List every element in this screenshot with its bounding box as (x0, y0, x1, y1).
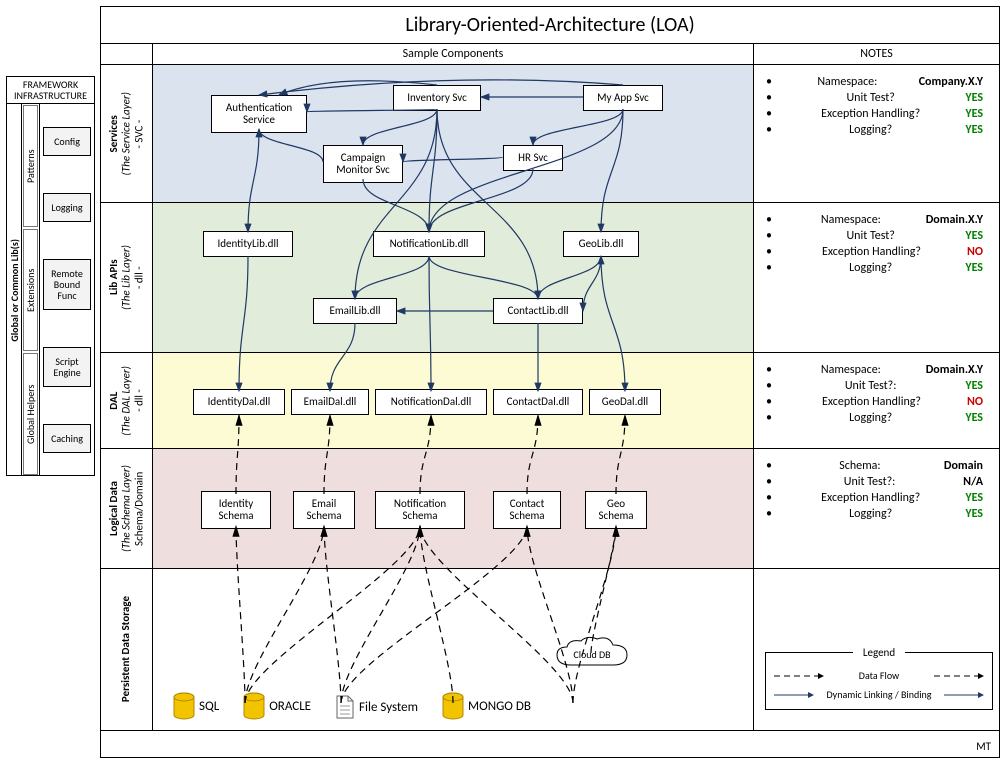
layer-services: Services(The Service Layer)- SVC -Authen… (101, 65, 999, 203)
diagram-title: Library-Oriented-Architecture (LOA) (101, 7, 999, 44)
node-emaillib: EmailLib.dll (313, 298, 397, 324)
layer-libs: Lib APIs(The Lib Layer)- dll -IdentityLi… (101, 203, 999, 353)
layer-content-dal: IdentityDal.dllEmailDal.dllNotificationD… (153, 353, 754, 448)
framework-box: Config (43, 127, 91, 156)
note-item: Exception Handling?YES (778, 107, 991, 121)
framework-box: Script Engine (43, 347, 91, 387)
note-item: Unit Test?:N/A (778, 475, 991, 489)
layer-label-services: Services(The Service Layer)- SVC - (101, 65, 153, 202)
file-icon (335, 694, 355, 720)
layer-content-schema: Identity Schema Email Schema Notification … (153, 449, 754, 568)
note-item: Logging?YES (778, 261, 991, 275)
framework-vert-label: Patterns (23, 105, 38, 227)
framework-box: Caching (43, 424, 91, 453)
database-icon (442, 692, 464, 720)
layer-content-services: Authentication Service Inventory Svc My Ap… (153, 65, 754, 202)
note-item: Unit Test?YES (778, 229, 991, 243)
node-camp: Campaign Monitor Svc (323, 145, 403, 183)
storage-item: File System (335, 694, 418, 720)
storage-item: ORACLE (243, 692, 311, 720)
framework-vert-label: Global Helpers (23, 353, 38, 475)
note-item: Logging?YES (778, 507, 991, 521)
storage-item: MONGO DB (442, 692, 531, 720)
layer-notes-services: Namespace:Company.X.Y Unit Test?YES Except… (754, 65, 999, 202)
database-icon (173, 692, 195, 720)
node-notsch: Notification Schema (375, 491, 465, 529)
svg-text:Cloud DB: Cloud DB (573, 648, 611, 661)
layer-notes-libs: Namespace:Domain.X.Y Unit Test?YES Excepti… (754, 203, 999, 352)
node-idlib: IdentityLib.dll (203, 231, 293, 257)
main-diagram: Library-Oriented-Architecture (LOA) Samp… (100, 6, 1000, 758)
note-item: Namespace:Domain.X.Y (778, 213, 991, 227)
layer-notes-schema: Schema:Domain Unit Test?:N/A Exception Han… (754, 449, 999, 568)
signature: MT (976, 740, 991, 753)
legend: LegendData FlowDynamic Linking / Binding (765, 652, 993, 710)
node-notdal: NotificationDal.dll (375, 389, 487, 415)
framework-vert-label: Extensions (23, 229, 38, 351)
col-header-notes: NOTES (754, 44, 999, 64)
node-notlib: NotificationLib.dll (373, 231, 485, 257)
col-header-components: Sample Components (153, 44, 754, 64)
node-consch: Contact Schema (493, 491, 561, 529)
note-item: Schema:Domain (778, 459, 991, 473)
layer-schema: Logical Data(The Schema Layer)Schema/Dom… (101, 449, 999, 569)
node-iddal: IdentityDal.dll (193, 389, 285, 415)
framework-box: Logging (43, 193, 91, 222)
node-emaildal: EmailDal.dll (291, 389, 369, 415)
framework-infrastructure-panel: FRAMEWORK INFRASTRUCTURE Global or Commo… (6, 76, 95, 476)
node-auth: Authentication Service (211, 95, 307, 133)
framework-outer-vertical: Global or Common Lib(s) (7, 104, 22, 476)
col-header-left (101, 44, 153, 64)
framework-boxes: Config Logging Remote Bound Func Script Eng… (40, 104, 94, 476)
layer-content-libs: IdentityLib.dll NotificationLib.dll GeoLib… (153, 203, 754, 352)
note-item: Unit Test?YES (778, 91, 991, 105)
node-myapp: My App Svc (583, 85, 663, 111)
node-inv: Inventory Svc (393, 85, 481, 111)
note-item: Namespace:Company.X.Y (778, 75, 991, 89)
note-item: Logging?YES (778, 411, 991, 425)
database-icon (243, 692, 265, 720)
layer-label-storage: Persistent Data Storage (101, 569, 153, 730)
note-item: Exception Handling?NO (778, 245, 991, 259)
layer-label-dal: DAL(The DAL Layer)- dll - (101, 353, 153, 448)
node-geodal: GeoDal.dll (589, 389, 661, 415)
cloud-db: Cloud DB (553, 635, 631, 680)
note-item: Namespace:Domain.X.Y (778, 363, 991, 377)
global-common-libs-label: Global or Common Lib(s) (8, 237, 21, 344)
note-item: Exception Handling?YES (778, 491, 991, 505)
layer-notes-dal: Namespace:Domain.X.Y Unit Test?:YES Except… (754, 353, 999, 448)
layer-label-schema: Logical Data(The Schema Layer)Schema/Dom… (101, 449, 153, 568)
layers-container: Services(The Service Layer)- SVC -Authen… (101, 65, 999, 731)
storage-items: SQL ORACLE File System MONGO DB (173, 692, 743, 720)
layer-content-storage: Cloud DB SQL ORACLE File System MONGO DB (153, 569, 754, 730)
storage-item: SQL (173, 692, 219, 720)
framework-vertical-labels: Patterns Extensions Global Helpers (22, 104, 40, 476)
node-idsch: Identity Schema (201, 491, 271, 529)
node-geosch: Geo Schema (585, 491, 647, 529)
node-contlib: ContactLib.dll (493, 298, 583, 324)
node-emsch: Email Schema (293, 491, 355, 529)
diagram-canvas: FRAMEWORK INFRASTRUCTURE Global or Commo… (0, 0, 1006, 764)
layer-dal: DAL(The DAL Layer)- dll -IdentityDal.dll… (101, 353, 999, 449)
note-item: Exception Handling?NO (778, 395, 991, 409)
framework-box: Remote Bound Func (43, 259, 91, 310)
layer-notes-storage: LegendData FlowDynamic Linking / Binding (754, 569, 999, 730)
layer-storage: Persistent Data Storage Cloud DB SQL ORACLE… (101, 569, 999, 731)
layer-label-libs: Lib APIs(The Lib Layer)- dll - (101, 203, 153, 352)
node-contdal: ContactDal.dll (493, 389, 583, 415)
column-headers: Sample Components NOTES (101, 44, 999, 65)
note-item: Logging?YES (778, 123, 991, 137)
node-geolib: GeoLib.dll (563, 231, 639, 257)
node-hr: HR Svc (503, 145, 563, 171)
framework-header: FRAMEWORK INFRASTRUCTURE (7, 77, 94, 104)
note-item: Unit Test?:YES (778, 379, 991, 393)
